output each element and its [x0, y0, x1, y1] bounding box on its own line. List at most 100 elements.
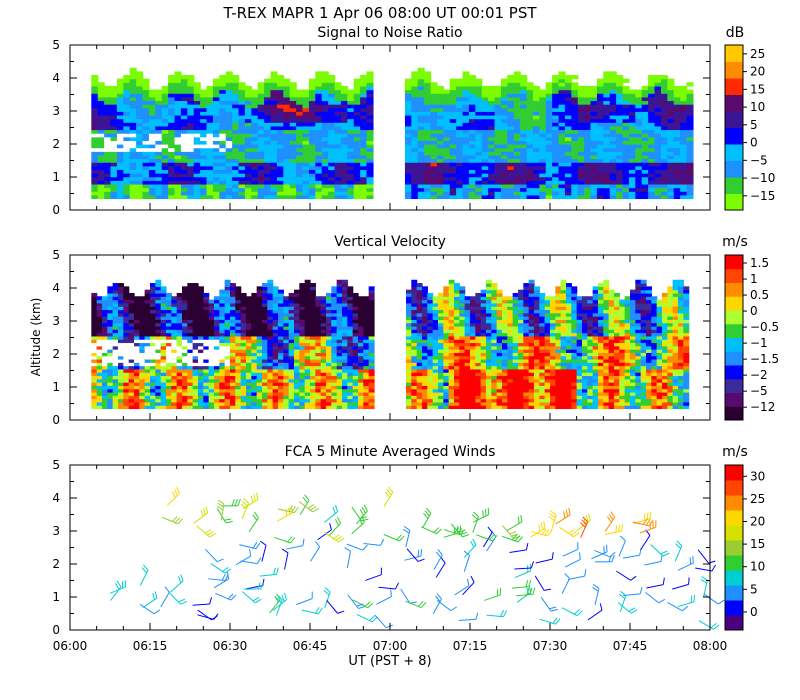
field-cell — [673, 114, 681, 120]
field-cell — [328, 162, 336, 167]
field-cell — [139, 352, 146, 357]
field-cell — [616, 107, 624, 112]
field-cell — [558, 169, 566, 174]
field-cell — [430, 96, 438, 102]
field-cell — [584, 122, 592, 127]
field-cell — [289, 104, 297, 109]
field-cell — [526, 89, 534, 94]
field-cell — [160, 292, 167, 297]
field-cell — [520, 191, 528, 196]
field-cell — [206, 173, 214, 178]
field-cell — [136, 89, 144, 94]
field-cell — [129, 183, 137, 189]
field-cell — [246, 316, 252, 320]
field-cell — [129, 176, 137, 181]
field-cell — [320, 335, 327, 340]
field-cell — [187, 114, 195, 120]
field-cell — [235, 296, 242, 301]
field-cell — [118, 312, 124, 317]
field-cell — [596, 194, 604, 200]
field-cell — [160, 329, 167, 334]
field-cell — [192, 306, 199, 311]
field-cell — [320, 299, 327, 304]
field-cell — [406, 349, 412, 353]
panel-title-snr: Signal to Noise Ratio — [317, 25, 462, 41]
field-cell — [366, 136, 374, 141]
field-cell — [539, 180, 547, 185]
field-cell — [161, 194, 169, 200]
field-cell — [256, 335, 263, 340]
field-cell — [590, 162, 598, 167]
field-cell — [176, 302, 183, 307]
field-cell — [628, 111, 636, 116]
field-cell — [238, 85, 246, 91]
field-cell — [368, 378, 375, 383]
field-cell — [270, 140, 278, 145]
field-cell — [622, 125, 630, 131]
field-cell — [315, 151, 323, 156]
field-cell — [304, 372, 311, 377]
field-cell — [200, 151, 208, 156]
field-cell — [208, 362, 215, 367]
field-cell — [182, 352, 188, 357]
field-cell — [128, 299, 135, 304]
field-cell — [171, 391, 178, 396]
field-cell — [116, 187, 124, 192]
field-cell — [270, 71, 278, 76]
field-cell — [232, 144, 240, 149]
field-cell — [449, 114, 457, 120]
field-cell — [208, 365, 215, 370]
field-cell — [219, 104, 227, 109]
field-cell — [104, 136, 112, 141]
field-cell — [299, 329, 306, 334]
field-cell — [270, 176, 278, 181]
field-cell — [360, 85, 368, 91]
field-cell — [238, 140, 246, 145]
field-cell — [404, 154, 412, 160]
field-cell — [198, 299, 204, 304]
field-cell — [304, 398, 311, 403]
field-cell — [97, 136, 105, 141]
field-cell — [468, 194, 476, 200]
field-cell — [112, 332, 119, 337]
field-cell — [545, 104, 553, 109]
field-cell — [296, 133, 304, 138]
field-cell — [430, 104, 438, 109]
field-cell — [411, 365, 418, 370]
field-cell — [590, 93, 598, 98]
field-cell — [182, 335, 188, 340]
field-cell — [200, 140, 208, 145]
field-cell — [91, 173, 99, 178]
field-cell — [500, 169, 508, 174]
field-cell — [352, 358, 359, 363]
field-cell — [430, 194, 438, 200]
field-cell — [416, 365, 423, 370]
field-cell — [251, 368, 258, 373]
field-cell — [520, 82, 528, 87]
field-cell — [584, 162, 592, 167]
field-cell — [468, 162, 476, 167]
field-cell — [315, 183, 323, 189]
field-cell — [283, 385, 290, 390]
field-cell — [430, 173, 438, 178]
field-cell — [430, 125, 438, 131]
field-cell — [577, 187, 585, 192]
field-cell — [641, 125, 649, 131]
field-cell — [182, 342, 188, 347]
field-cell — [622, 85, 630, 91]
field-cell — [416, 342, 423, 347]
field-cell — [208, 388, 215, 393]
field-cell — [166, 309, 172, 314]
field-cell — [416, 319, 423, 324]
field-cell — [422, 332, 428, 337]
field-cell — [449, 187, 457, 192]
field-cell — [406, 365, 412, 370]
field-cell — [616, 104, 624, 109]
field-cell — [240, 296, 247, 301]
field-cell — [142, 140, 150, 145]
field-cell — [168, 100, 176, 105]
field-cell — [142, 165, 150, 171]
field-cell — [112, 296, 119, 301]
field-cell — [526, 165, 534, 171]
field-cell — [334, 85, 342, 91]
